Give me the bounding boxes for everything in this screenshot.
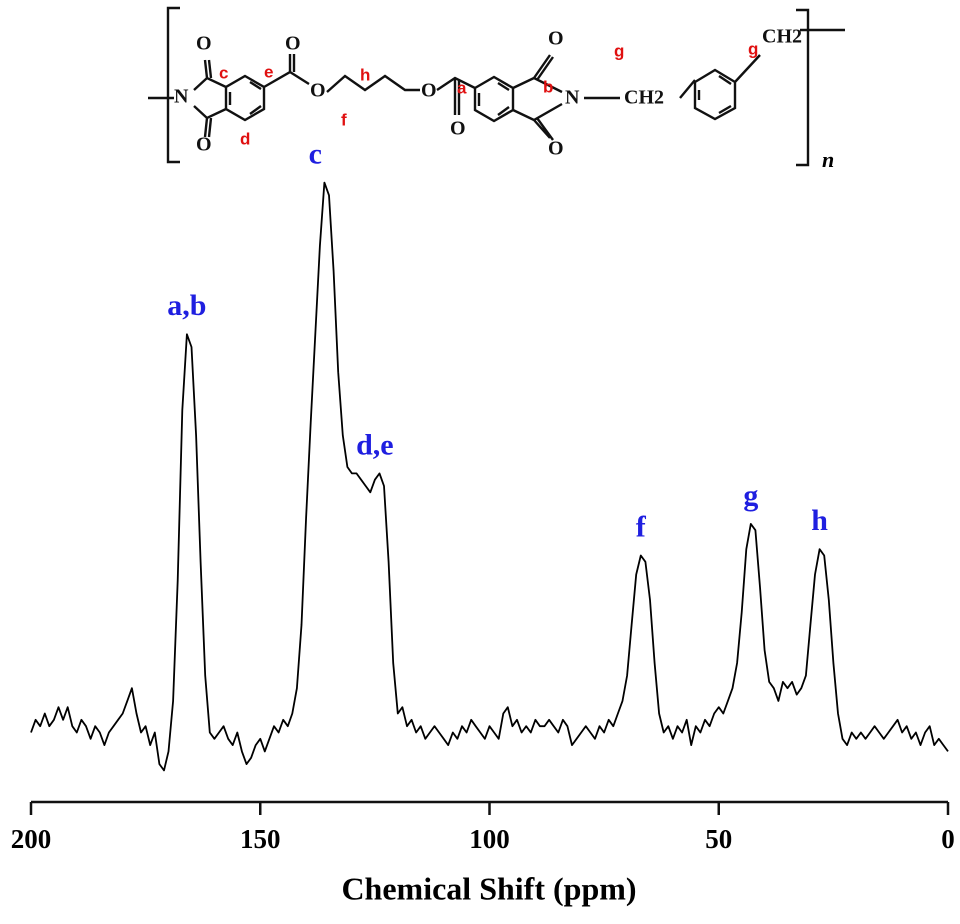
structure: O N O O O O O O N O CH2 CH2 c e d h f a … (148, 6, 845, 172)
atom: CH2 (762, 26, 802, 48)
carbon-label: g (748, 39, 758, 58)
atom: O (548, 138, 564, 160)
carbon-label: g (614, 41, 624, 60)
carbon-label: c (219, 63, 228, 82)
atom: CH2 (624, 87, 664, 109)
atom: N (174, 86, 189, 108)
x-tick-label: 50 (705, 824, 732, 854)
carbon-label: a (457, 78, 467, 97)
x-tick-label: 150 (240, 824, 281, 854)
atom: O (196, 134, 212, 156)
carbon-label: h (360, 65, 370, 84)
atom: N (565, 87, 580, 109)
peak-label: a,b (167, 289, 206, 322)
x-tick-label: 0 (941, 824, 955, 854)
atom: O (196, 33, 212, 55)
peak-label: d,e (356, 428, 394, 461)
atom: O (450, 118, 466, 140)
carbon-label: e (264, 62, 273, 81)
atom: O (548, 28, 564, 50)
atom: O (421, 80, 437, 102)
carbon-label: d (240, 129, 250, 148)
atom: O (310, 80, 326, 102)
peak-label: f (636, 510, 647, 543)
x-axis-title: Chemical Shift (ppm) (341, 870, 636, 906)
bracket (148, 6, 180, 164)
peak-label: g (743, 479, 758, 512)
repeat-index: n (822, 147, 834, 172)
peak-label: h (811, 504, 828, 537)
spectrum (30, 181, 949, 772)
atom: O (285, 33, 301, 55)
peak-label: c (309, 138, 322, 171)
carbon-label: b (543, 77, 553, 96)
x-tick-label: 200 (11, 824, 52, 854)
bracket (796, 8, 845, 167)
carbon-label: f (341, 110, 347, 129)
x-tick-label: 100 (469, 824, 510, 854)
bonds (193, 54, 761, 141)
